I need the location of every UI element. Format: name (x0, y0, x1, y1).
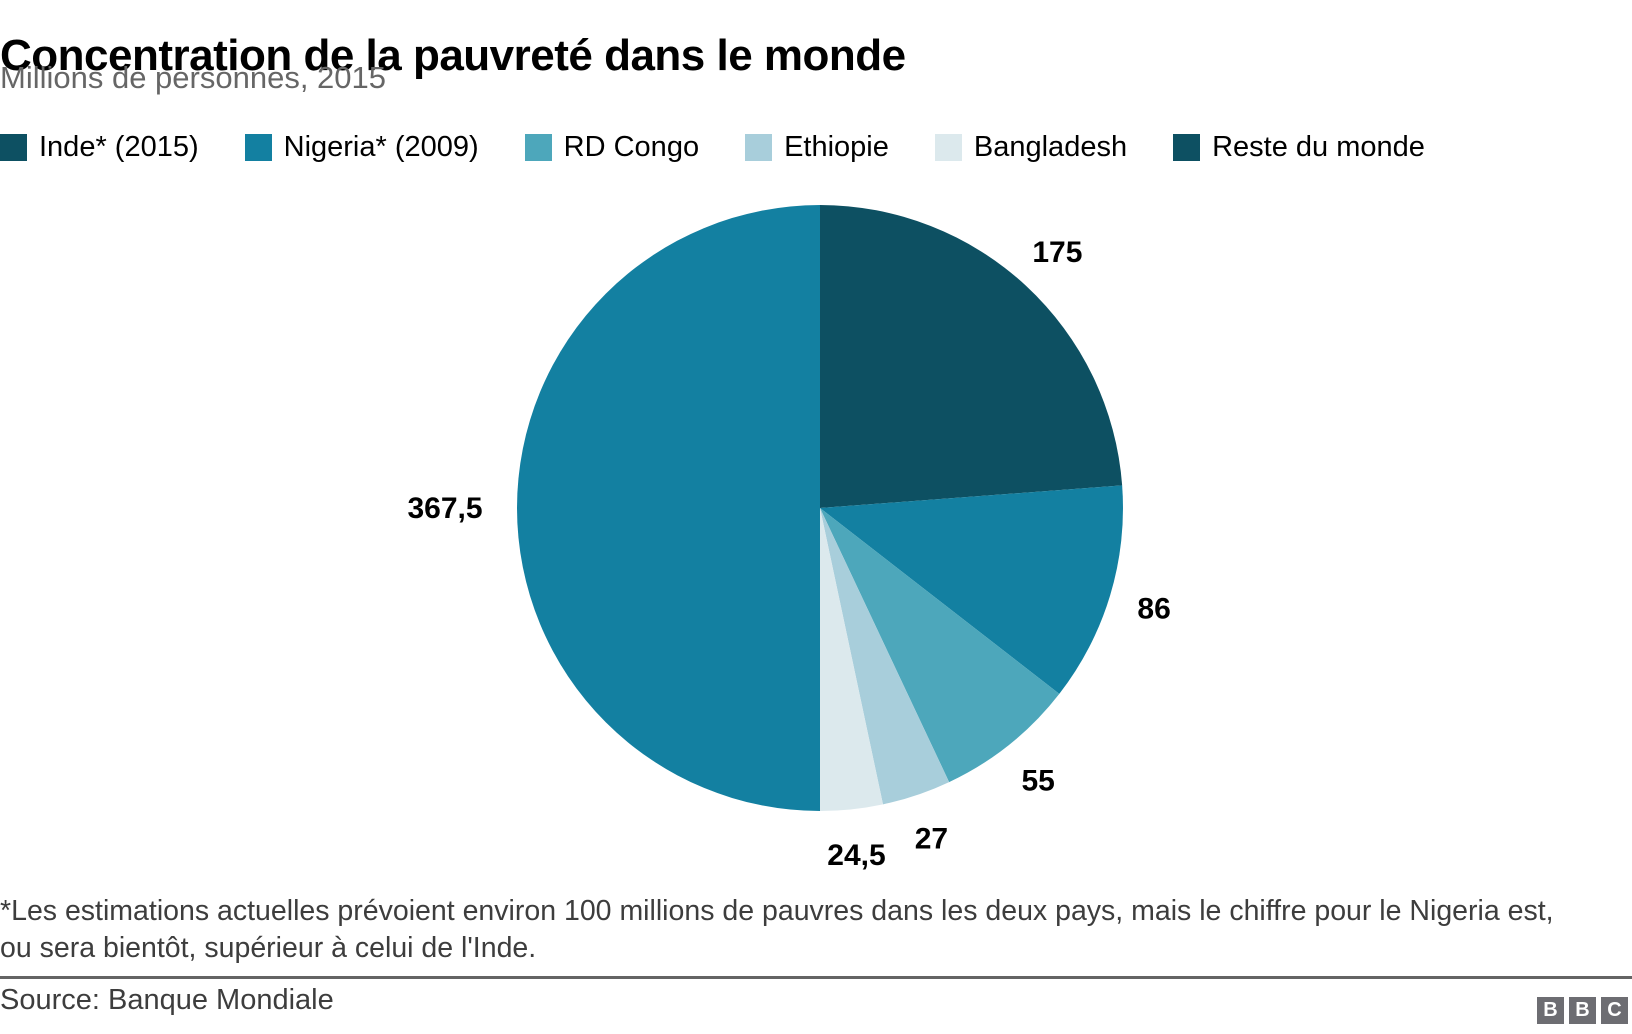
legend-label: Reste du monde (1212, 131, 1425, 163)
slice-value-label: 24,5 (827, 839, 885, 872)
legend-swatch (1173, 134, 1201, 161)
bbc-logo-letter: B (1537, 997, 1564, 1024)
slice-value-label: 175 (1032, 236, 1082, 269)
bbc-logo-letter: C (1601, 997, 1628, 1024)
chart-subtitle: Millions de personnes, 2015 (0, 60, 387, 95)
legend-swatch (745, 134, 773, 161)
legend-label: Bangladesh (973, 131, 1128, 163)
pie-slice (820, 508, 1060, 783)
bbc-logo-letter: B (1569, 997, 1596, 1024)
legend-swatch (934, 134, 962, 161)
legend-label: Ethiopie (784, 131, 889, 163)
slice-value-label: 55 (1022, 764, 1055, 797)
slice-value-label: 86 (1137, 593, 1170, 626)
legend-item: RD Congo (524, 131, 700, 164)
legend: Inde* (2015) Nigeria* (2009) RD Congo Ethio… (0, 131, 1425, 164)
legend-label: Nigeria* (2009) (283, 131, 479, 163)
legend-label: Inde* (2015) (39, 131, 199, 163)
slice-value-label: 27 (915, 823, 948, 856)
bbc-logo: B B C (1532, 997, 1628, 1024)
legend-swatch (524, 134, 552, 161)
legend-item: Reste du monde (1173, 131, 1425, 164)
pie-slice (820, 205, 1123, 508)
pie-slice (820, 485, 1123, 694)
footnote: *Les estimations actuelles prévoient env… (0, 895, 1554, 964)
pie-slice (517, 205, 820, 811)
pie-slice (820, 508, 950, 805)
source-divider (0, 976, 1632, 979)
legend-item: Nigeria* (2009) (244, 131, 479, 164)
pie-slice (820, 508, 883, 811)
legend-item: Inde* (2015) (0, 131, 199, 164)
legend-label: RD Congo (563, 131, 700, 163)
legend-swatch (244, 134, 272, 161)
slice-value-label: 367,5 (407, 492, 482, 525)
source-label: Source: Banque Mondiale (0, 984, 334, 1016)
legend-swatch (0, 134, 27, 161)
chart-title: Concentration de la pauvreté dans le mon… (0, 31, 906, 81)
legend-item: Ethiopie (745, 131, 889, 164)
legend-item: Bangladesh (934, 131, 1128, 164)
